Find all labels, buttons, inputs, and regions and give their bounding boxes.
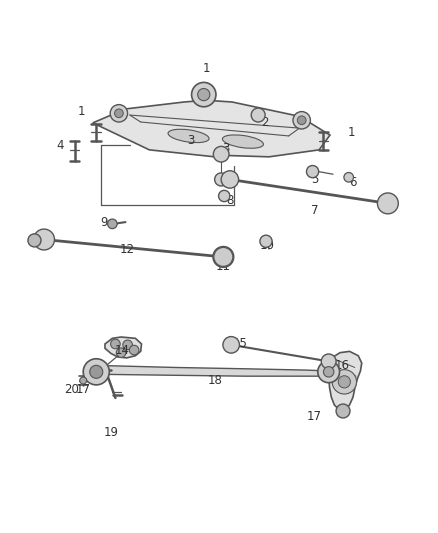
Text: 15: 15 [233,337,247,351]
Text: 17: 17 [306,410,321,423]
Text: 9: 9 [100,216,107,230]
Circle shape [115,109,123,118]
Circle shape [123,340,132,350]
Circle shape [336,404,350,418]
Circle shape [28,234,41,247]
Text: 4: 4 [57,139,64,152]
Circle shape [213,147,229,162]
Circle shape [221,171,239,188]
Text: 16: 16 [334,359,349,372]
Text: 7: 7 [311,204,318,217]
Text: 12: 12 [120,244,135,256]
Text: 3: 3 [222,142,229,156]
Circle shape [111,339,120,349]
Text: 1: 1 [202,62,210,75]
Circle shape [191,83,216,107]
Text: 1: 1 [348,126,356,139]
Text: 17: 17 [76,383,91,395]
Text: 5: 5 [311,173,318,186]
Ellipse shape [223,135,263,148]
Circle shape [321,354,336,369]
Circle shape [318,361,339,383]
Circle shape [251,108,265,122]
Text: 10: 10 [259,239,274,252]
Polygon shape [328,351,362,410]
Text: 18: 18 [207,374,222,387]
Circle shape [223,336,240,353]
Text: 1: 1 [78,106,86,118]
Text: 13: 13 [30,233,45,246]
Polygon shape [96,366,328,376]
Circle shape [293,111,311,129]
Circle shape [83,359,110,385]
Circle shape [80,377,87,384]
Circle shape [219,190,230,201]
Circle shape [215,173,228,186]
Circle shape [297,116,306,125]
Text: 8: 8 [226,194,233,207]
Circle shape [116,348,126,358]
Text: 11: 11 [216,260,231,273]
Polygon shape [93,100,330,157]
Circle shape [338,376,350,388]
Text: 20: 20 [64,383,79,395]
Circle shape [34,229,54,250]
Ellipse shape [168,129,209,143]
Text: 2: 2 [261,116,268,130]
Circle shape [129,345,139,355]
Text: 1: 1 [226,175,233,188]
Text: 14: 14 [115,344,130,357]
Circle shape [110,104,127,122]
Circle shape [307,166,319,177]
Circle shape [198,88,210,101]
Circle shape [323,367,334,377]
Circle shape [213,246,234,268]
Circle shape [214,247,233,266]
Circle shape [344,173,353,182]
Polygon shape [105,337,141,358]
Text: 3: 3 [187,134,194,147]
Circle shape [378,193,398,214]
Circle shape [108,219,117,229]
Text: 6: 6 [349,176,357,189]
Circle shape [260,235,272,247]
Circle shape [90,365,103,378]
Text: 19: 19 [103,426,119,439]
Circle shape [332,370,357,394]
